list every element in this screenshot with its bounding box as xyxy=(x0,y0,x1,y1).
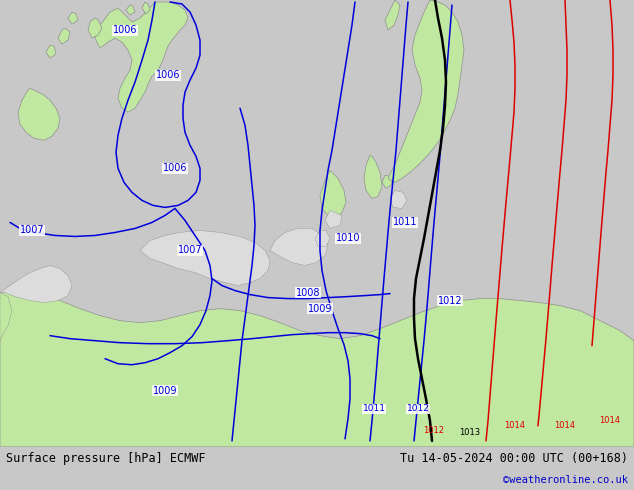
Text: Tu 14-05-2024 00:00 UTC (00+168): Tu 14-05-2024 00:00 UTC (00+168) xyxy=(400,452,628,465)
Text: 1014: 1014 xyxy=(555,421,576,430)
Polygon shape xyxy=(270,228,328,266)
Text: Surface pressure [hPa] ECMWF: Surface pressure [hPa] ECMWF xyxy=(6,452,205,465)
Polygon shape xyxy=(142,2,150,14)
Polygon shape xyxy=(58,28,70,44)
Text: 1014: 1014 xyxy=(505,421,526,430)
Text: 1012: 1012 xyxy=(437,295,462,306)
Text: 1011: 1011 xyxy=(363,404,385,413)
Text: 1012: 1012 xyxy=(406,404,429,413)
Polygon shape xyxy=(88,18,102,38)
Text: 1014: 1014 xyxy=(600,416,621,425)
Polygon shape xyxy=(315,230,330,246)
Text: 1009: 1009 xyxy=(307,304,332,314)
Text: 1006: 1006 xyxy=(163,163,187,173)
Polygon shape xyxy=(390,191,407,208)
Polygon shape xyxy=(385,0,400,30)
Text: 1007: 1007 xyxy=(178,245,202,255)
Polygon shape xyxy=(382,175,392,188)
Polygon shape xyxy=(0,293,12,341)
Text: 1012: 1012 xyxy=(424,426,444,435)
Text: 1007: 1007 xyxy=(20,225,44,236)
Polygon shape xyxy=(126,5,135,15)
Text: 1006: 1006 xyxy=(156,70,180,80)
Polygon shape xyxy=(140,230,270,286)
Text: 1011: 1011 xyxy=(392,218,417,227)
Polygon shape xyxy=(0,293,634,447)
Text: 1008: 1008 xyxy=(295,288,320,297)
Polygon shape xyxy=(68,12,78,24)
Polygon shape xyxy=(325,210,342,228)
Polygon shape xyxy=(320,171,346,219)
Text: 1010: 1010 xyxy=(336,233,360,244)
Polygon shape xyxy=(95,2,188,112)
Polygon shape xyxy=(388,0,464,182)
Text: ©weatheronline.co.uk: ©weatheronline.co.uk xyxy=(503,475,628,485)
Polygon shape xyxy=(364,155,382,198)
Text: 1009: 1009 xyxy=(153,386,178,396)
Polygon shape xyxy=(18,88,60,140)
Polygon shape xyxy=(0,266,72,303)
Polygon shape xyxy=(46,45,56,58)
Text: 1006: 1006 xyxy=(113,25,137,35)
Text: 1013: 1013 xyxy=(460,428,481,438)
